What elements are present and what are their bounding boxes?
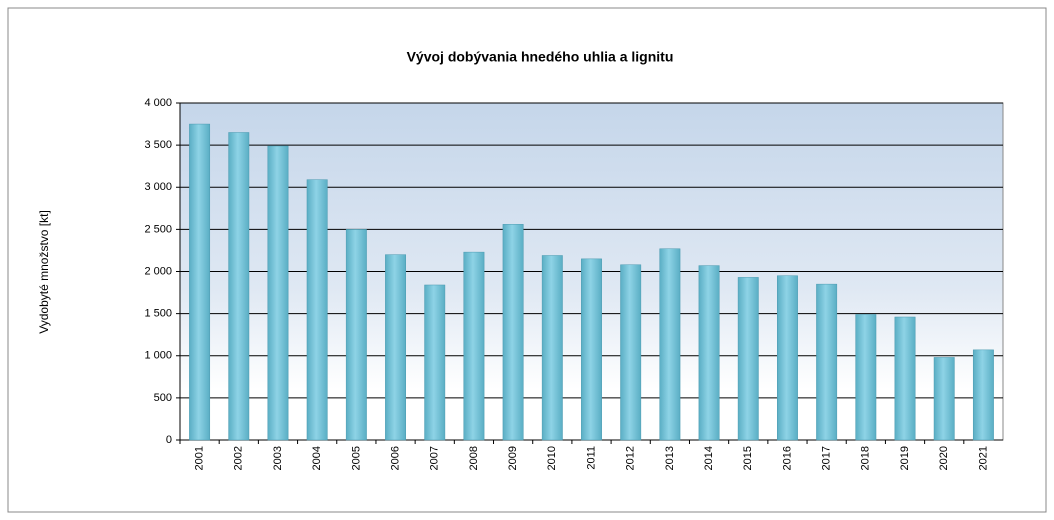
bar	[345, 229, 367, 441]
x-tick-label: 2008	[468, 446, 480, 470]
x-tick-label: 2004	[311, 446, 323, 470]
x-tick-label: 2001	[194, 446, 206, 470]
bar	[620, 264, 642, 441]
bar	[816, 283, 838, 441]
bar	[933, 357, 955, 441]
bar	[267, 145, 289, 441]
x-tick-label: 2021	[977, 446, 989, 470]
y-tick-label: 500	[154, 392, 172, 404]
bar	[659, 248, 681, 441]
x-tick-label: 2005	[350, 446, 362, 470]
x-tick-label: 2014	[703, 446, 715, 470]
bar	[855, 314, 877, 441]
x-tick-label: 2017	[821, 446, 833, 470]
y-axis-label: Vydobyté množstvo [kt]	[37, 210, 51, 334]
bar	[463, 251, 485, 441]
y-tick-label: 4 000	[144, 97, 172, 109]
bar	[424, 284, 446, 441]
bar	[541, 255, 563, 441]
x-tick-label: 2012	[625, 446, 637, 470]
x-tick-label: 2018	[860, 446, 872, 470]
bar	[306, 179, 328, 441]
bar	[502, 224, 524, 441]
y-tick-label: 2 500	[144, 223, 172, 235]
y-tick-label: 1 500	[144, 308, 172, 320]
x-tick-label: 2013	[664, 446, 676, 470]
bar	[737, 277, 759, 441]
bar	[894, 316, 916, 441]
y-tick-label: 0	[166, 434, 172, 446]
y-tick-label: 3 000	[144, 181, 172, 193]
x-tick-label: 2020	[938, 446, 950, 470]
x-tick-label: 2003	[272, 446, 284, 470]
x-tick-label: 2010	[546, 446, 558, 470]
x-tick-label: 2007	[429, 446, 441, 470]
bar	[228, 132, 250, 441]
x-tick-label: 2016	[781, 446, 793, 470]
bar	[581, 258, 602, 441]
bar	[972, 349, 994, 441]
x-tick-label: 2019	[899, 446, 911, 470]
bar	[385, 254, 406, 441]
y-tick-label: 1 000	[144, 350, 172, 362]
bar	[189, 123, 211, 441]
x-tick-label: 2011	[585, 446, 597, 470]
bar	[777, 275, 798, 441]
x-tick-label: 2002	[233, 446, 245, 470]
x-tick-label: 2006	[389, 446, 401, 470]
y-tick-label: 2 000	[144, 265, 172, 277]
y-tick-label: 3 500	[144, 139, 172, 151]
x-tick-label: 2015	[742, 446, 754, 470]
bar	[698, 265, 720, 441]
x-tick-label: 2009	[507, 446, 519, 470]
chart-title: Vývoj dobývania hnedého uhlia a lignitu	[407, 49, 674, 65]
